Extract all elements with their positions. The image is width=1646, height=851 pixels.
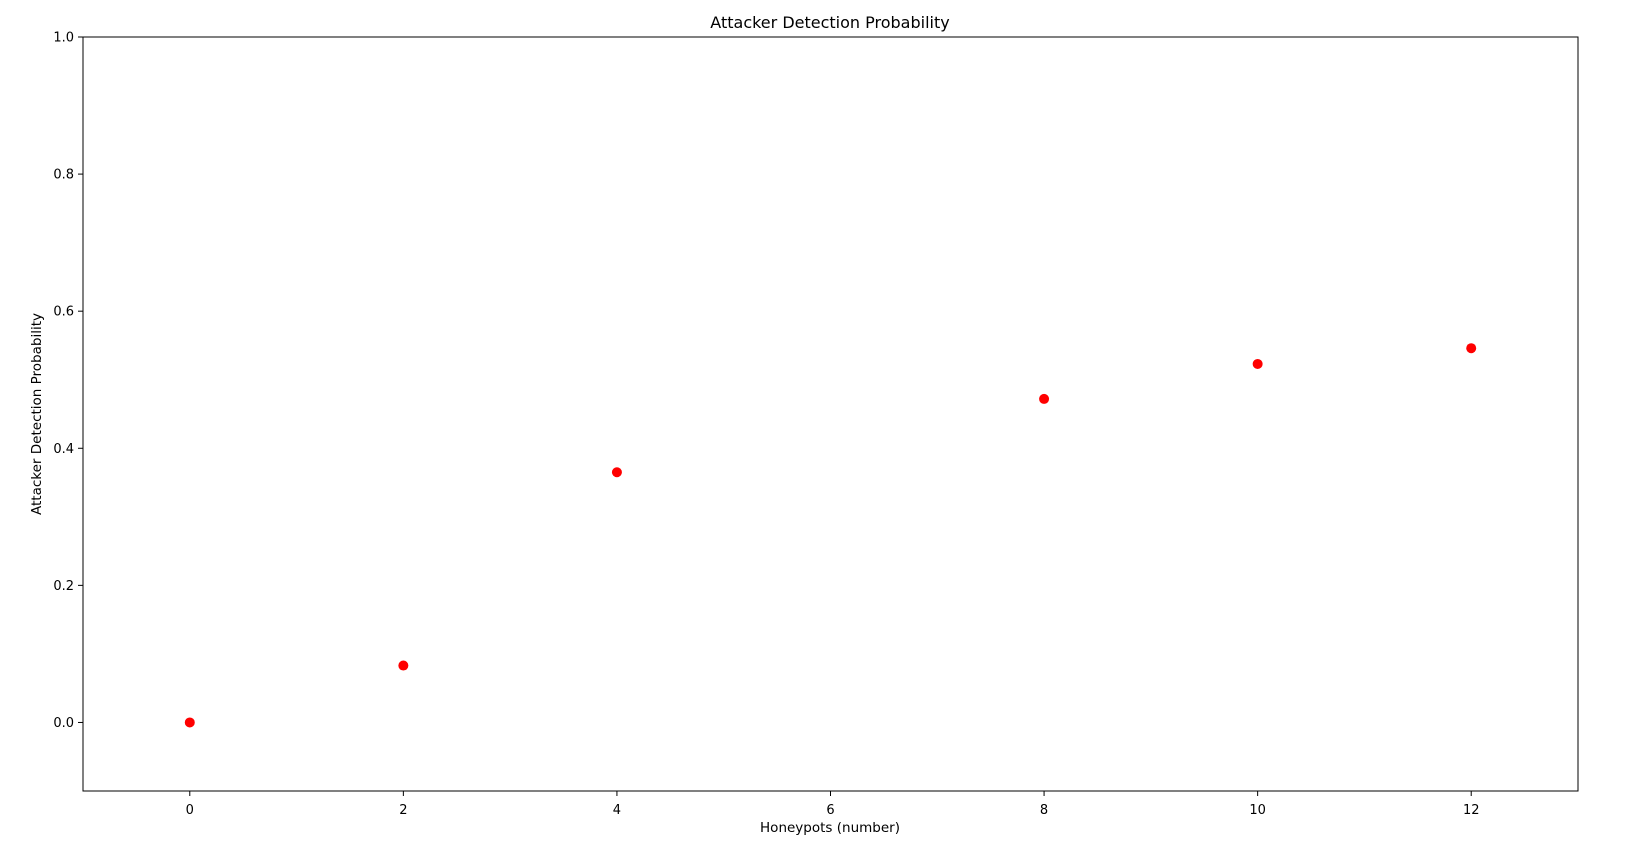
y-tick-label: 0.2 — [53, 579, 74, 594]
chart-title: Attacker Detection Probability — [710, 13, 949, 32]
plot-frame — [82, 36, 1579, 792]
data-points — [184, 343, 1477, 728]
x-axis-label: Honeypots (number) — [760, 820, 900, 836]
data-point — [611, 467, 622, 478]
x-tick-label: 4 — [613, 803, 621, 818]
x-tick-label: 8 — [1040, 803, 1048, 818]
y-tick-label: 0.0 — [53, 716, 74, 731]
x-tick-label: 10 — [1249, 803, 1266, 818]
x-axis-ticks: 0 2 4 6 8 10 12 — [186, 791, 1480, 818]
y-tick-label: 1.0 — [53, 31, 74, 46]
x-tick-label: 2 — [399, 803, 407, 818]
y-axis-label: Attacker Detection Probability — [29, 313, 45, 515]
x-tick-label: 6 — [826, 803, 834, 818]
data-point — [1039, 393, 1050, 404]
data-point — [398, 660, 409, 671]
x-tick-label: 0 — [186, 803, 194, 818]
y-tick-label: 0.8 — [53, 168, 74, 183]
data-point — [1252, 358, 1263, 369]
data-point — [184, 717, 195, 728]
x-tick-label: 12 — [1463, 803, 1480, 818]
data-point — [1466, 343, 1477, 354]
y-axis-ticks: 0.0 0.2 0.4 0.6 0.8 1.0 — [53, 31, 83, 731]
y-tick-label: 0.6 — [53, 305, 74, 320]
plot-area — [82, 36, 1579, 792]
y-tick-label: 0.4 — [53, 442, 74, 457]
